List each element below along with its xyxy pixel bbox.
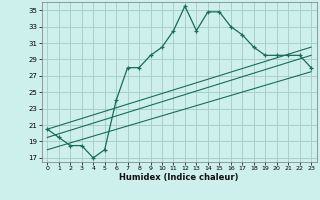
- X-axis label: Humidex (Indice chaleur): Humidex (Indice chaleur): [119, 173, 239, 182]
